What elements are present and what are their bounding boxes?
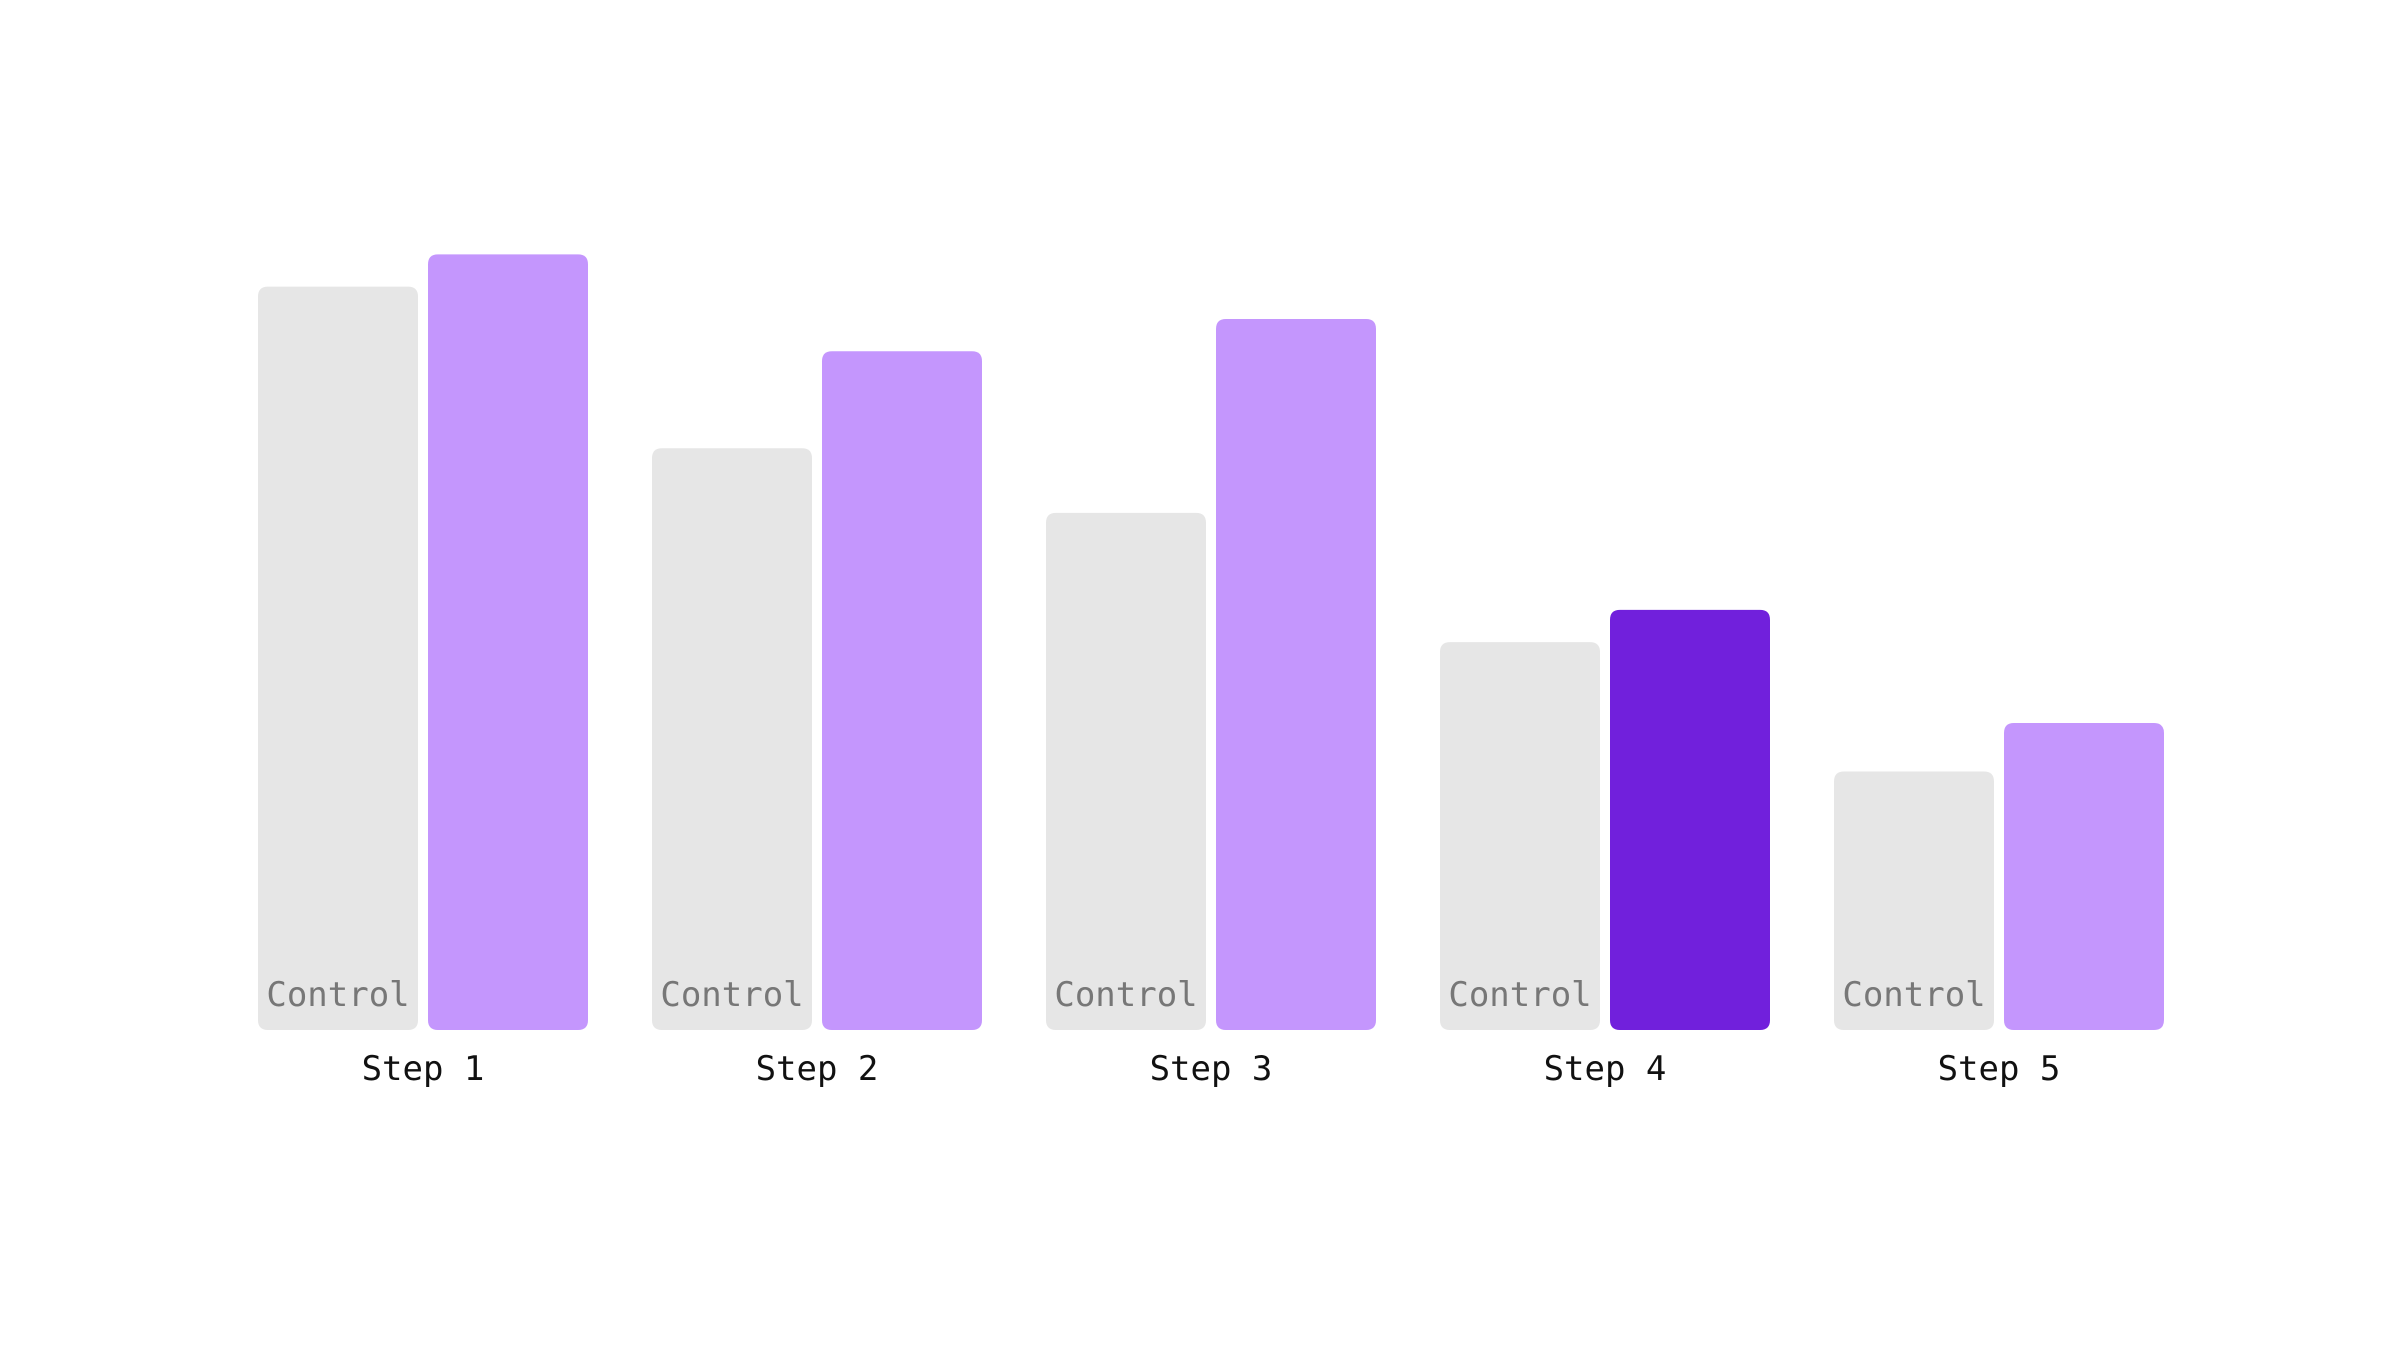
category-label-step-5: Step 5	[1938, 1049, 2061, 1089]
bar-label-control: Control	[266, 975, 409, 1015]
bar-group-2: Control Step 2	[652, 351, 982, 1089]
bar-variant-step-4	[1610, 609, 1770, 1030]
bar-control-step-5	[1834, 771, 1994, 1030]
bar-label-control: Control	[660, 975, 803, 1015]
bar-group-4: Control Step 4	[1440, 609, 1770, 1089]
bar-label-control: Control	[1054, 975, 1197, 1015]
bar-variant-step-2	[822, 351, 982, 1030]
bar-group-1: Control Step 1	[258, 254, 588, 1089]
bar-group-5: Control Step 5	[1834, 722, 2164, 1089]
bar-label-control: Control	[1448, 975, 1591, 1015]
bar-control-step-1	[258, 286, 418, 1030]
bar-variant-step-1	[428, 254, 588, 1030]
bar-control-step-3	[1046, 512, 1206, 1030]
bar-variant-step-5	[2004, 722, 2164, 1030]
category-label-step-2: Step 2	[756, 1049, 879, 1089]
category-label-step-4: Step 4	[1544, 1049, 1667, 1089]
category-label-step-3: Step 3	[1150, 1049, 1273, 1089]
bar-control-step-4	[1440, 642, 1600, 1030]
bar-group-3: Control Step 3	[1046, 318, 1376, 1089]
category-label-step-1: Step 1	[362, 1049, 485, 1089]
bar-control-step-2	[652, 448, 812, 1030]
bar-label-control: Control	[1842, 975, 1985, 1015]
bar-variant-step-3	[1216, 318, 1376, 1031]
